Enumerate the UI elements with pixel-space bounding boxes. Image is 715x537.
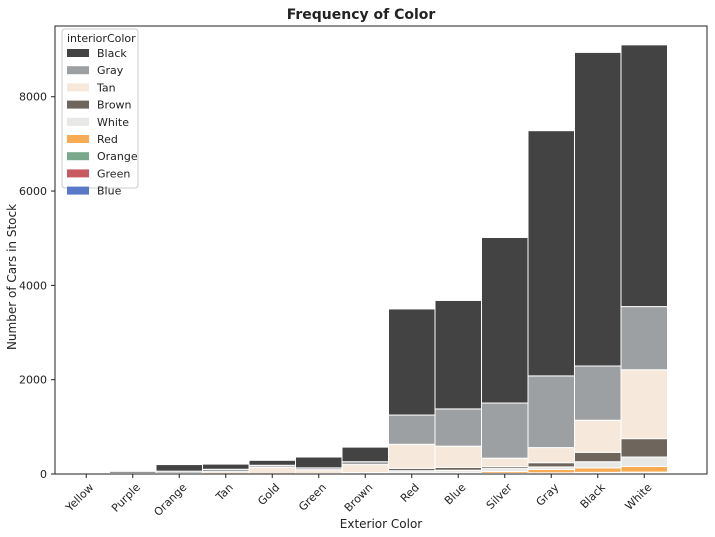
bar-white-red bbox=[620, 465, 668, 473]
bar-white-white bbox=[620, 456, 668, 467]
y-tick-label: 8000 bbox=[19, 91, 47, 104]
legend-swatch-brown bbox=[67, 100, 89, 109]
legend: interiorColor Black Gray Tan Brown White Red O… bbox=[61, 28, 139, 198]
legend-label-orange: Orange bbox=[97, 150, 138, 163]
bar-purple-black bbox=[109, 470, 157, 474]
bar-blue-gray bbox=[434, 408, 482, 447]
bar-orange-black bbox=[155, 464, 203, 472]
bars-group bbox=[62, 44, 668, 475]
legend-swatch-red bbox=[67, 135, 89, 143]
x-tick-label: White bbox=[623, 481, 655, 513]
legend-label-tan: Tan bbox=[96, 81, 116, 94]
legend-label-brown: Brown bbox=[97, 99, 132, 112]
legend-swatch-orange bbox=[67, 152, 89, 161]
x-tick-label: Gold bbox=[255, 481, 282, 508]
bar-silver-gray bbox=[481, 402, 529, 459]
bar-white-brown bbox=[620, 438, 668, 458]
x-tick-label: Orange bbox=[151, 481, 189, 519]
x-ticks: Yellow Purple Orange Tan Gold Green Brown Red Bl… bbox=[63, 474, 655, 519]
bar-black-gray bbox=[574, 365, 622, 421]
chart-title: Frequency of Color bbox=[287, 7, 436, 23]
legend-label-gray: Gray bbox=[97, 64, 124, 77]
bar-black-brown bbox=[574, 451, 622, 463]
bar-gray-black bbox=[527, 130, 575, 377]
legend-label-red: Red bbox=[97, 133, 118, 146]
x-tick-label: Silver bbox=[484, 481, 515, 512]
bar-brown-black bbox=[341, 446, 389, 463]
bar-black-black bbox=[574, 51, 622, 367]
bar-blue-tan bbox=[434, 445, 482, 468]
legend-title: interiorColor bbox=[67, 32, 136, 45]
y-tick-label: 2000 bbox=[19, 374, 47, 387]
x-tick-label: Green bbox=[296, 481, 329, 514]
x-tick-label: Tan bbox=[213, 481, 236, 504]
bar-red-gray bbox=[388, 414, 436, 445]
bar-tan-black bbox=[202, 463, 250, 470]
bar-yellow-black bbox=[62, 472, 110, 475]
bar-red-tan bbox=[388, 443, 436, 469]
bar-blue-black bbox=[434, 299, 482, 410]
legend-label-black: Black bbox=[97, 47, 127, 60]
legend-swatch-gray bbox=[67, 66, 89, 75]
bar-gray-brown bbox=[527, 462, 575, 468]
x-tick-label: Red bbox=[398, 481, 422, 505]
y-tick-label: 6000 bbox=[19, 185, 47, 198]
legend-swatch-black bbox=[67, 49, 89, 57]
bar-black-white bbox=[574, 461, 622, 469]
bar-black-red bbox=[574, 467, 622, 473]
legend-label-blue: Blue bbox=[97, 185, 122, 198]
x-tick-label: Purple bbox=[109, 481, 143, 515]
y-ticks: 0 2000 4000 6000 8000 bbox=[19, 91, 55, 481]
bar-green-tan bbox=[295, 469, 343, 475]
bar-red-black bbox=[388, 308, 436, 416]
x-tick-label: Gray bbox=[534, 481, 562, 509]
x-tick-label: Brown bbox=[342, 481, 376, 515]
legend-swatch-white bbox=[67, 117, 89, 126]
legend-swatch-tan bbox=[67, 83, 89, 92]
x-axis-label: Exterior Color bbox=[340, 517, 423, 531]
legend-label-green: Green bbox=[97, 167, 130, 180]
bar-black-tan bbox=[574, 419, 622, 453]
bar-silver-tan bbox=[481, 457, 529, 468]
x-tick-label: Yellow bbox=[63, 481, 97, 515]
legend-swatch-green bbox=[67, 169, 89, 178]
bar-white-black bbox=[620, 44, 668, 308]
bar-green-black bbox=[295, 456, 343, 469]
bar-white-tan bbox=[620, 369, 668, 440]
legend-items: Black Gray Tan Brown White Red Orange Green Blue bbox=[67, 47, 138, 198]
bar-silver-black bbox=[481, 237, 529, 404]
bar-gold-tan bbox=[248, 466, 296, 475]
y-tick-label: 4000 bbox=[19, 279, 47, 292]
bar-brown-tan bbox=[341, 464, 389, 474]
bar-gold-black bbox=[248, 459, 296, 466]
bar-white-gray bbox=[620, 306, 668, 371]
legend-label-white: White bbox=[97, 116, 129, 129]
y-axis-label: Number of Cars in Stock bbox=[5, 204, 19, 350]
bar-gray-gray bbox=[527, 375, 575, 449]
x-tick-label: Black bbox=[578, 480, 609, 511]
y-tick-label: 0 bbox=[40, 468, 47, 481]
plot-frame bbox=[54, 25, 708, 475]
x-tick-label: Blue bbox=[442, 481, 469, 508]
legend-swatch-blue bbox=[67, 186, 89, 195]
bar-gray-tan bbox=[527, 447, 575, 464]
